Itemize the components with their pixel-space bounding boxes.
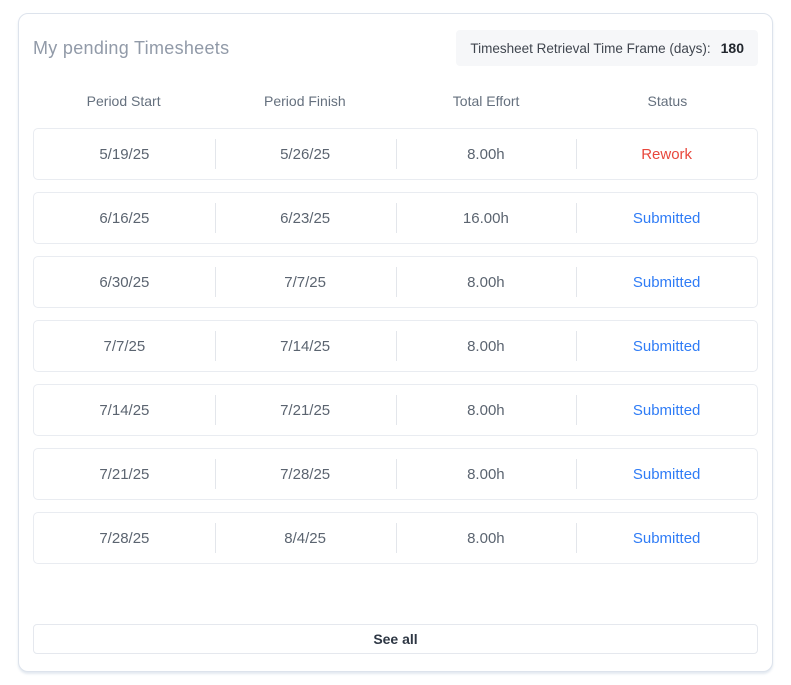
timesheet-row[interactable]: 6/16/25 6/23/25 16.00h Submitted [33,192,758,244]
status-link[interactable]: Submitted [576,385,757,435]
period-start-cell: 6/30/25 [99,273,150,291]
period-start-cell: 7/7/25 [103,337,146,355]
period-start-cell: 7/14/25 [99,401,150,419]
timesheet-row[interactable]: 7/28/25 8/4/25 8.00h Submitted [33,512,758,564]
period-finish-cell: 8/4/25 [214,513,396,563]
timesheet-row[interactable]: 7/7/25 7/14/25 8.00h Submitted [33,320,758,372]
total-effort-cell: 8.00h [395,385,577,435]
column-header-period-finish: Period Finish [264,93,346,109]
total-effort-cell: 16.00h [395,193,577,243]
timesheet-row[interactable]: 7/21/25 7/28/25 8.00h Submitted [33,448,758,500]
column-header-total-effort: Total Effort [452,93,520,109]
period-start-cell: 7/28/25 [99,529,150,547]
retrieval-timeframe-badge: Timesheet Retrieval Time Frame (days): 1… [456,30,758,66]
total-effort-cell: 8.00h [395,449,577,499]
pending-timesheets-panel: My pending Timesheets Timesheet Retrieva… [18,13,773,672]
total-effort-cell: 8.00h [395,513,577,563]
status-link[interactable]: Submitted [576,193,757,243]
retrieval-timeframe-label: Timesheet Retrieval Time Frame (days): [470,40,711,56]
period-finish-cell: 7/28/25 [214,449,396,499]
timesheet-row[interactable]: 6/30/25 7/7/25 8.00h Submitted [33,256,758,308]
period-finish-cell: 7/14/25 [214,321,396,371]
period-start-cell: 7/21/25 [99,465,150,483]
total-effort-cell: 8.00h [395,257,577,307]
timesheet-row[interactable]: 5/19/25 5/26/25 8.00h Rework [33,128,758,180]
period-finish-cell: 7/21/25 [214,385,396,435]
see-all-button[interactable]: See all [33,624,758,654]
period-finish-cell: 7/7/25 [214,257,396,307]
status-link[interactable]: Submitted [576,321,757,371]
status-link[interactable]: Submitted [576,449,757,499]
timesheet-row[interactable]: 7/14/25 7/21/25 8.00h Submitted [33,384,758,436]
status-link[interactable]: Submitted [576,257,757,307]
status-link[interactable]: Submitted [576,513,757,563]
period-start-cell: 6/16/25 [99,209,150,227]
retrieval-timeframe-value[interactable]: 180 [720,40,744,56]
panel-header: My pending Timesheets Timesheet Retrieva… [33,30,758,66]
status-link[interactable]: Rework [576,129,757,179]
total-effort-cell: 8.00h [395,321,577,371]
period-finish-cell: 6/23/25 [214,193,396,243]
table-header-row: Period Start Period Finish Total Effort … [33,93,758,109]
column-header-status: Status [647,93,688,109]
period-start-cell: 5/19/25 [99,145,150,163]
period-finish-cell: 5/26/25 [214,129,396,179]
column-header-period-start: Period Start [86,93,161,109]
timesheet-rows-list: 5/19/25 5/26/25 8.00h Rework 6/16/25 6/2… [33,128,758,564]
panel-title: My pending Timesheets [33,37,230,58]
total-effort-cell: 8.00h [395,129,577,179]
